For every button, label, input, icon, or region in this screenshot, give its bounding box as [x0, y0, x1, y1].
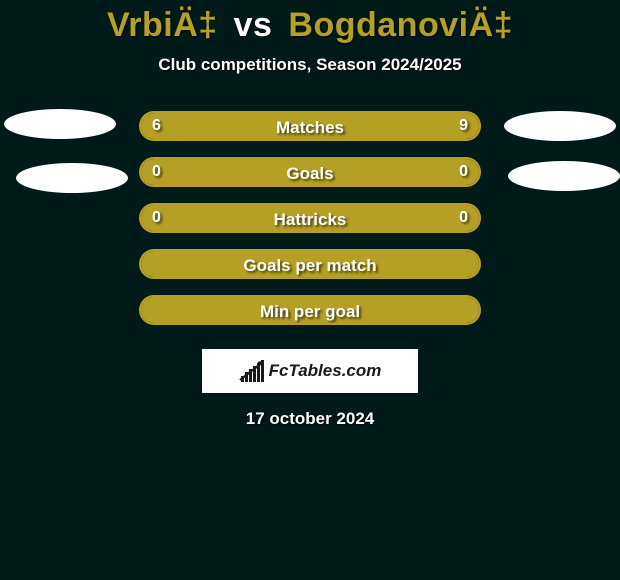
player-marker-left	[16, 163, 128, 193]
stat-row: Min per goal	[0, 295, 620, 325]
stat-rows: Matches69Goals00Hattricks00Goals per mat…	[0, 111, 620, 325]
stat-bar: Goals	[139, 157, 481, 187]
subtitle: Club competitions, Season 2024/2025	[0, 55, 620, 75]
stat-bar: Goals per match	[139, 249, 481, 279]
barchart-icon	[239, 360, 265, 382]
stat-bar: Min per goal	[139, 295, 481, 325]
stat-row: Goals0 0	[0, 157, 620, 187]
stat-bar-right	[276, 113, 479, 139]
stat-bar-left	[141, 205, 310, 231]
stat-bar-right	[310, 205, 479, 231]
title-player1: VrbiÄ‡	[107, 6, 218, 44]
stat-bar: Hattricks	[139, 203, 481, 233]
player-marker-right	[504, 111, 616, 141]
stat-row: Matches6 9	[0, 111, 620, 141]
stat-bar-left	[141, 113, 276, 139]
title-player2: BogdanoviÄ‡	[288, 6, 513, 44]
logo-text: FcTables.com	[269, 361, 382, 381]
stat-value-right: 9	[459, 111, 468, 141]
title-vs: vs	[234, 6, 273, 44]
player-marker-right	[508, 161, 620, 191]
player-marker-left	[4, 109, 116, 139]
stat-row: Hattricks0 0	[0, 203, 620, 233]
trend-arrow-icon	[239, 360, 265, 382]
stat-bar-right	[310, 251, 479, 277]
comparison-page: VrbiÄ‡ vs BogdanoviÄ‡ Club competitions,…	[0, 0, 620, 580]
stat-value-left: 0	[152, 203, 161, 233]
stat-value-left: 6	[152, 111, 161, 141]
stat-bar-right	[310, 297, 479, 323]
stat-bar: Matches	[139, 111, 481, 141]
source-logo: FcTables.com	[202, 349, 418, 393]
stat-value-left: 0	[152, 157, 161, 187]
date-text: 17 october 2024	[0, 409, 620, 429]
stat-row: Goals per match	[0, 249, 620, 279]
stat-bar-left	[141, 251, 310, 277]
stat-bar-left	[141, 297, 310, 323]
stat-value-right: 0	[459, 157, 468, 187]
stat-bar-right	[310, 159, 479, 185]
page-title: VrbiÄ‡ vs BogdanoviÄ‡	[0, 6, 620, 45]
stat-value-right: 0	[459, 203, 468, 233]
stat-bar-left	[141, 159, 310, 185]
